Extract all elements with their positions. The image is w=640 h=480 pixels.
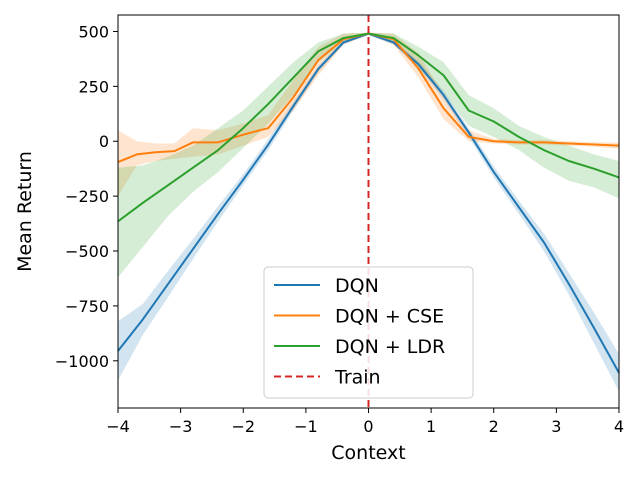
y-tick-label: 500 xyxy=(78,22,109,41)
legend-label-dqn-cse: DQN + CSE xyxy=(335,306,444,328)
legend-label-dqn-ldr: DQN + LDR xyxy=(335,336,445,358)
y-tick-label: −750 xyxy=(65,297,109,316)
y-axis-ticks: 500 250 0 −250 −500 −750 −1000 xyxy=(55,22,118,371)
y-axis-label: Mean Return xyxy=(14,151,36,272)
series-lines xyxy=(117,32,620,374)
x-tick-label: −2 xyxy=(231,417,255,436)
legend: DQN DQN + CSE DQN + LDR Train xyxy=(263,266,474,399)
legend-label-train: Train xyxy=(334,367,381,389)
legend-label-dqn: DQN xyxy=(335,275,379,297)
x-tick-label: −1 xyxy=(294,417,318,436)
band-dqn-ldr xyxy=(118,32,619,278)
line-dqn-ldr xyxy=(117,32,620,223)
x-axis-label: Context xyxy=(331,442,405,464)
y-tick-label: 0 xyxy=(99,132,109,151)
x-axis-ticks: −4 −3 −2 −1 0 1 2 3 4 xyxy=(106,408,624,436)
x-tick-label: −3 xyxy=(169,417,193,436)
x-tick-label: −4 xyxy=(106,417,130,436)
x-tick-label: 1 xyxy=(426,417,436,436)
legend-box xyxy=(263,266,474,399)
y-tick-label: −500 xyxy=(65,242,109,261)
x-tick-label: 2 xyxy=(489,417,499,436)
x-tick-label: 0 xyxy=(363,417,373,436)
y-tick-label: 250 xyxy=(78,77,109,96)
y-tick-label: −250 xyxy=(65,187,109,206)
x-tick-label: 4 xyxy=(614,417,624,436)
y-tick-label: −1000 xyxy=(55,352,109,371)
x-tick-label: 3 xyxy=(551,417,561,436)
